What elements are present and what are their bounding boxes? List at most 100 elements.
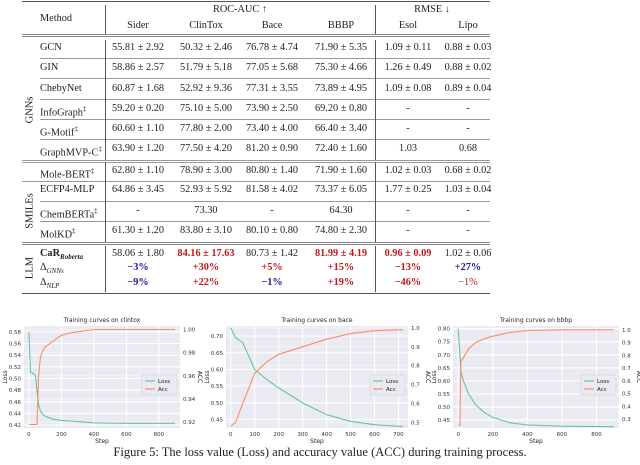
method-name: ΔGNNs bbox=[40, 262, 64, 277]
column-header: Bace bbox=[261, 20, 283, 31]
table-rule bbox=[22, 181, 490, 182]
method-name: MolKD‡ bbox=[40, 225, 76, 241]
column-divider bbox=[105, 162, 106, 181]
table-cell: 0.68 ± 0.02 bbox=[444, 165, 492, 176]
x-tick-label: 200 bbox=[56, 432, 67, 438]
y2-tick-label: 0.94 bbox=[183, 397, 196, 403]
y-tick-label: 0.42 bbox=[9, 423, 21, 429]
dagger-mark: ‡ bbox=[90, 167, 95, 175]
column-header: Lipo bbox=[458, 20, 478, 31]
table-cell: 0.68 bbox=[458, 143, 478, 154]
y-tick-label: 0.48 bbox=[9, 388, 22, 394]
table-cell: - bbox=[136, 205, 140, 216]
series-line-loss bbox=[28, 331, 176, 424]
y2-axis-label: ACC bbox=[424, 371, 431, 383]
y2-tick-label: 1.00 bbox=[183, 327, 196, 333]
table-cell: 75.30 ± 4.66 bbox=[315, 62, 367, 73]
dagger-mark: ‡ bbox=[98, 145, 102, 153]
table-cell: 64.30 bbox=[329, 205, 353, 216]
table-cell: −1% bbox=[458, 277, 478, 288]
column-divider bbox=[105, 181, 106, 242]
table-rule bbox=[22, 34, 490, 35]
table-cell: 80.80 ± 1.40 bbox=[246, 165, 298, 176]
table-cell: 75.10 ± 5.00 bbox=[180, 103, 232, 114]
table-cell: 60.87 ± 1.68 bbox=[112, 83, 164, 94]
table-cell: 66.40 ± 3.40 bbox=[315, 123, 367, 134]
method-label: G-Motif bbox=[40, 127, 75, 139]
table-cell: 76.78 ± 4.74 bbox=[246, 42, 298, 53]
table-cell: 77.05 ± 5.68 bbox=[246, 62, 298, 73]
legend: Loss Acc bbox=[141, 374, 178, 396]
table-cell: 83.80 ± 3.10 bbox=[180, 225, 232, 236]
table-cell: 84.16 ± 17.63 bbox=[177, 248, 235, 259]
x-tick-label: 400 bbox=[89, 432, 100, 438]
y2-tick-label: 0.98 bbox=[183, 351, 196, 357]
table-cell: - bbox=[406, 123, 410, 134]
x-tick-label: 200 bbox=[273, 432, 284, 438]
table-cell: 1.09 ± 0.08 bbox=[384, 83, 432, 94]
method-label: ECFP4-MLP bbox=[40, 184, 95, 195]
table-cell: 74.80 ± 2.30 bbox=[315, 225, 367, 236]
y2-axis-label: ACC bbox=[635, 371, 640, 383]
y-tick-label: 0.75 bbox=[438, 340, 451, 346]
table-cell: 73.90 ± 2.50 bbox=[246, 103, 298, 114]
y-tick-label: 0.60 bbox=[211, 367, 224, 373]
y-tick-label: 0.46 bbox=[9, 400, 22, 406]
y-tick-label: 0.54 bbox=[9, 353, 22, 359]
table-cell: 58.86 ± 2.57 bbox=[112, 62, 164, 73]
legend-label: Acc bbox=[158, 387, 168, 393]
y-tick-label: 0.50 bbox=[438, 405, 451, 411]
y-tick-label: 0.55 bbox=[211, 384, 224, 390]
table-cell: 0.88 ± 0.02 bbox=[444, 62, 492, 73]
header-method: Method bbox=[40, 13, 73, 24]
x-tick-label: 300 bbox=[297, 432, 308, 438]
table-cell: 64.86 ± 3.45 bbox=[112, 184, 164, 195]
table-rule bbox=[22, 36, 490, 37]
x-tick-label: 800 bbox=[154, 432, 165, 438]
column-header: BBBP bbox=[327, 20, 355, 31]
table-cell: 81.58 ± 4.02 bbox=[246, 184, 298, 195]
column-divider bbox=[375, 5, 376, 34]
legend-label: Acc bbox=[597, 387, 607, 393]
y2-tick-label: 0.6 bbox=[411, 401, 420, 407]
y-axis-label: Loss bbox=[204, 370, 211, 383]
x-tick-label: 0 bbox=[27, 432, 31, 438]
table-rule bbox=[40, 119, 490, 120]
x-tick-label: 800 bbox=[591, 432, 602, 438]
table-cell: 52.93 ± 5.92 bbox=[180, 184, 232, 195]
table-cell: 73.37 ± 6.05 bbox=[315, 184, 367, 195]
table-cell: 69.20 ± 0.80 bbox=[315, 103, 367, 114]
legend-box bbox=[369, 374, 406, 396]
table-cell: - bbox=[466, 123, 470, 134]
y-tick-label: 0.80 bbox=[438, 327, 451, 333]
y-tick-label: 0.55 bbox=[438, 392, 451, 398]
series-line-loss bbox=[230, 327, 404, 427]
y2-tick-label: 0.8 bbox=[622, 353, 631, 359]
column-header: ClinTox bbox=[189, 20, 223, 31]
table-cell: +15% bbox=[327, 262, 355, 273]
table-cell: - bbox=[406, 205, 410, 216]
dagger-mark: ‡ bbox=[74, 125, 78, 133]
method-label: InfoGraph bbox=[40, 107, 83, 119]
header-roc-auc: ROC-AUC ↑ bbox=[212, 4, 268, 15]
table-rule bbox=[22, 1, 490, 2]
table-cell: 52.92 ± 9.36 bbox=[180, 83, 232, 94]
column-divider bbox=[375, 246, 376, 292]
table-cell: +22% bbox=[192, 277, 220, 288]
table-cell: 77.31 ± 3.55 bbox=[246, 83, 298, 94]
x-tick-label: 100 bbox=[249, 432, 260, 438]
table-cell: 61.30 ± 1.20 bbox=[112, 225, 164, 236]
table-rule bbox=[22, 162, 490, 163]
y-tick-label: 0.45 bbox=[211, 418, 224, 424]
legend-label: Loss bbox=[158, 379, 170, 385]
method-subscript: NLP bbox=[46, 282, 60, 291]
y-tick-label: 0.60 bbox=[438, 379, 451, 385]
y-tick-label: 0.65 bbox=[211, 351, 224, 357]
header-rmse: RMSE ↓ bbox=[414, 4, 450, 15]
y-tick-label: 0.70 bbox=[438, 353, 451, 359]
legend-label: Acc bbox=[386, 387, 396, 393]
y-tick-label: 0.56 bbox=[9, 341, 22, 347]
table-cell: +30% bbox=[192, 262, 220, 273]
